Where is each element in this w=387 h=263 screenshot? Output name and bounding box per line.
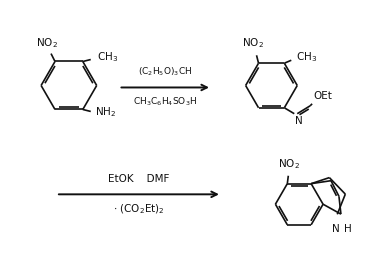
- Text: CH$_3$: CH$_3$: [296, 50, 317, 64]
- Text: NO$_2$: NO$_2$: [278, 157, 300, 171]
- Text: CH$_3$C$_6$H$_4$SO$_3$H: CH$_3$C$_6$H$_4$SO$_3$H: [133, 95, 197, 108]
- Text: NO$_2$: NO$_2$: [36, 36, 58, 50]
- Text: OEt: OEt: [313, 91, 332, 101]
- Text: EtOK    DMF: EtOK DMF: [108, 174, 170, 184]
- Text: NH$_2$: NH$_2$: [95, 105, 116, 119]
- Text: $\cdot$ (CO$_2$Et)$_2$: $\cdot$ (CO$_2$Et)$_2$: [113, 202, 165, 216]
- Text: N: N: [295, 116, 303, 126]
- Text: NO$_2$: NO$_2$: [241, 37, 264, 50]
- Text: H: H: [344, 224, 352, 234]
- Text: N: N: [332, 224, 340, 234]
- Text: (C$_2$H$_5$O)$_3$CH: (C$_2$H$_5$O)$_3$CH: [138, 65, 192, 78]
- Text: CH$_3$: CH$_3$: [97, 51, 118, 64]
